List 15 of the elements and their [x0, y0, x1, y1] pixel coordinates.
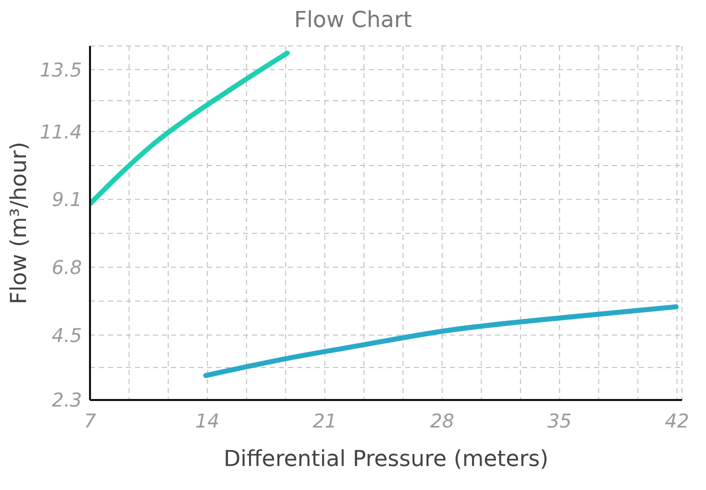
- x-axis-title: Differential Pressure (meters): [224, 447, 548, 472]
- x-tick-label: 14: [195, 410, 220, 432]
- x-tick-label: 28: [430, 410, 454, 432]
- y-axis-title: Flow (m³/hour): [6, 142, 32, 304]
- x-tick-label: 42: [664, 410, 690, 432]
- y-tick-label: 9.1: [52, 189, 82, 212]
- y-tick-label: 13.5: [40, 59, 82, 82]
- y-tick-label: 4.5: [52, 324, 82, 347]
- x-tick-label: 7: [84, 410, 96, 432]
- y-tick-label: 11.4: [40, 121, 82, 144]
- y-tick-label: 2.3: [52, 390, 82, 412]
- y-tick-label: 6.8: [52, 256, 82, 279]
- x-tick-label: 21: [312, 410, 337, 432]
- x-tick-label: 35: [547, 410, 572, 432]
- chart-title: Flow Chart: [293, 8, 413, 35]
